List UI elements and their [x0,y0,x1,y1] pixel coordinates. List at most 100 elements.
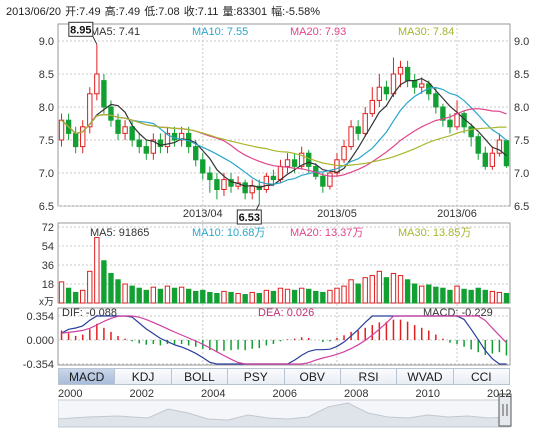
volume-bar [390,272,397,304]
macd-tick: 0.354 [26,311,54,323]
quote-close: 收:7.11 [183,6,219,18]
volume-bar [341,285,347,304]
candle-body [101,80,107,108]
timeline-year-label: 2012 [487,388,512,400]
candle-body [411,80,418,88]
volume-bar [503,293,510,304]
price-tick-left: 8.0 [39,102,54,114]
volume-bar [397,275,404,304]
volume-bar [411,283,418,304]
volume-bar [193,290,199,304]
candle-body [369,99,375,115]
tab-macd[interactable]: MACD [58,368,116,385]
timeline-year-label: 2000 [58,388,83,400]
volume-bar [426,284,432,304]
ma30-line [61,113,507,167]
timeline-year-label: 2002 [129,388,154,400]
volume-bar [475,287,481,304]
stock-chart: 9.0 9.0 8.5 8.5 8.0 8.0 7.5 7.5 7.0 7.0 6.5 6.5 2013… [23,21,530,368]
volume-ma-legend-item: MA10: 10.68万 [192,227,265,239]
price-tick-right: 7.5 [514,135,529,147]
volume-bar [242,294,248,304]
tab-boll[interactable]: BOLL [171,368,229,385]
candle-body [178,132,185,141]
volume-bars [58,237,510,304]
macd-dea-line [61,315,507,365]
candle-body [348,126,354,148]
timeline-year-label: 2006 [272,388,297,400]
volume-axis: 72 54 36 18 x万 [39,222,54,308]
volume-tick: 18 [42,279,54,291]
tab-wvad[interactable]: WVAD [397,368,454,385]
price-tick-left: 9.0 [39,36,54,48]
low-marker-label: 6.53 [239,212,260,224]
volume-bar [298,287,305,304]
candle-body [355,126,361,134]
candle-body [376,86,383,101]
candle-body [129,126,135,141]
indicator-tabs: MACD KDJ BOLL PSY OBV RSI WVAD CCI [58,368,510,385]
timeline-range-handle[interactable] [498,393,512,427]
volume-bar [178,286,185,304]
volume-bar [115,279,121,304]
candle-body [143,146,149,154]
candle-body [327,172,333,187]
candle-body [291,159,298,167]
timeline-year-label: 2008 [344,388,369,400]
timeline-year-label: 2010 [415,388,440,400]
candle-body [334,159,340,174]
volume-bar [207,291,213,304]
volume-bar [108,272,114,304]
ma10-line [61,86,507,185]
candle-body [136,139,142,148]
macd-legend: DIF: -0.088 DEA: 0.026 MACD: -0.229 [62,307,493,319]
tab-obv[interactable]: OBV [284,368,341,385]
candle-body [496,139,503,154]
candle-body [115,119,121,134]
volume-bar [334,287,340,304]
tab-rsi[interactable]: RSI [340,368,398,385]
candle-body [390,73,397,95]
volume-bar [228,291,234,304]
candle-body [404,66,411,82]
candle-body [164,132,171,148]
volume-bar [65,287,72,304]
candle-body [284,159,291,167]
candle-body [383,86,390,95]
volume-bar [496,291,503,304]
volume-bar [306,288,312,304]
volume-bar [122,283,128,304]
macd-dea-label: DEA: 0.026 [258,307,314,319]
candle-body [122,126,128,134]
volume-ma-legend: MA5: 91865 MA10: 10.68万 MA20: 13.37万 MA30: … [90,227,471,239]
timeline-year-label: 2004 [201,388,226,400]
candle-body [72,132,79,148]
candle-body [440,106,446,121]
volume-bar [263,289,270,304]
time-tick: 2013/06 [437,208,477,220]
tab-cci[interactable]: CCI [453,368,510,385]
candle-body [249,185,255,194]
quote-change: 幅:-5.58% [271,6,321,18]
candle-body [207,172,213,181]
candle-body [362,113,368,134]
candle-body [150,139,157,154]
volume-bar [355,283,361,304]
volume-bar [80,289,86,304]
volume-bar [87,270,93,304]
tab-psy[interactable]: PSY [228,368,285,385]
timeline-navigator[interactable] [58,389,518,429]
price-tick-right: 8.5 [514,69,529,81]
candle-body [503,140,510,167]
volume-bar [136,287,142,304]
tab-kdj[interactable]: KDJ [115,368,172,385]
price-axis: 9.0 9.0 8.5 8.5 8.0 8.0 7.5 7.5 7.0 7.0 6.5 6.5 2013… [39,36,530,220]
candle-body [87,93,93,128]
quote-volume: 量:83301 [222,6,268,18]
volume-bar [270,290,277,304]
quote-high: 高:7.49 [104,6,141,18]
candle-body [58,119,65,141]
volume-ma-legend-item: MA5: 91865 [90,227,149,239]
time-tick: 2013/05 [317,208,357,220]
price-tick-left: 7.0 [39,168,54,180]
